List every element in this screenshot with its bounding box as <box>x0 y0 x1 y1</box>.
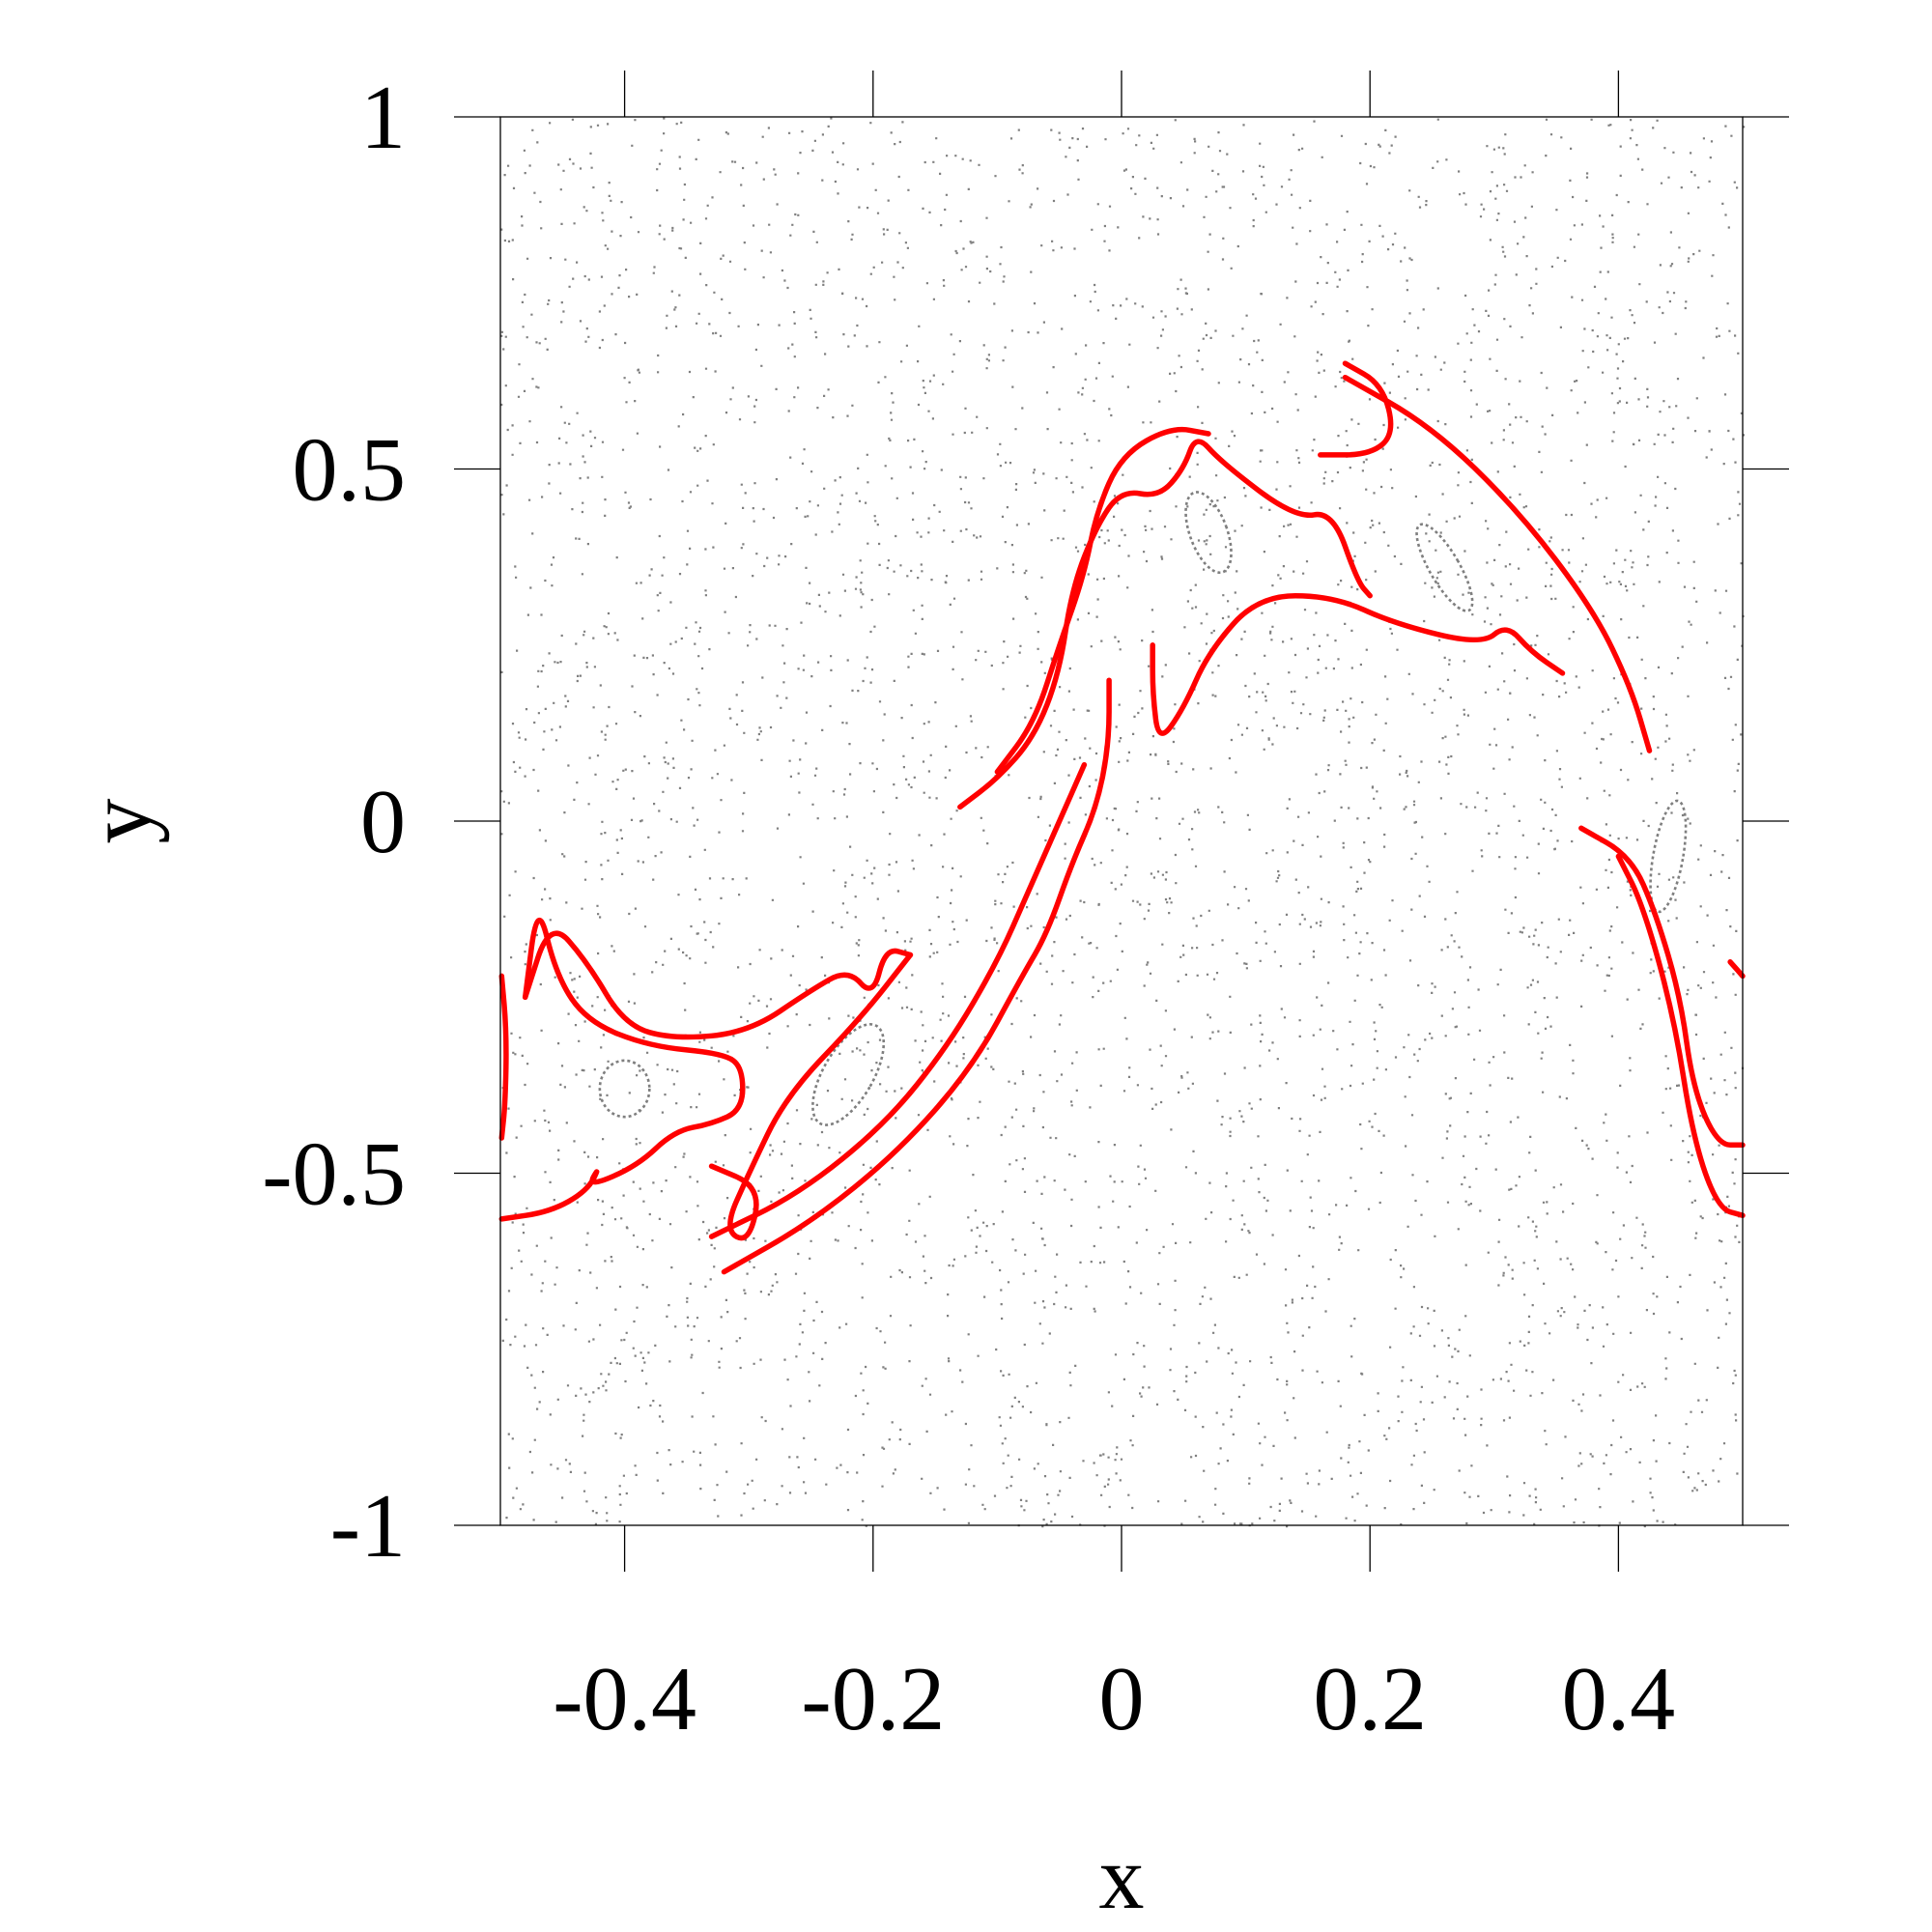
x-tick-label: 0.4 <box>1562 1649 1676 1749</box>
red-orbit-segment <box>994 426 1211 775</box>
y-tick-label: 0.5 <box>293 420 407 521</box>
chaotic-sea-points <box>500 117 1746 1528</box>
red-orbit-segment <box>1150 592 1566 736</box>
red-orbit-segment <box>1727 959 1746 980</box>
x-tick-label: 0 <box>1099 1649 1145 1749</box>
red-orbit-segment <box>522 930 914 1040</box>
chaotic-sea-dots <box>500 117 1746 1528</box>
x-axis-label: x <box>1099 1828 1145 1928</box>
island-orbit <box>598 1059 651 1119</box>
red-orbit-segment <box>498 973 509 1141</box>
highlighted-orbit <box>498 360 1746 1275</box>
x-tick-label: 0.2 <box>1313 1649 1427 1749</box>
red-orbit-segment <box>708 952 914 1241</box>
island-orbit <box>1184 491 1233 575</box>
red-orbit-segment <box>1578 825 1746 1149</box>
plot-frame <box>499 116 1744 1526</box>
red-orbit-segment <box>1318 360 1394 458</box>
x-tick-label: -0.2 <box>801 1649 945 1749</box>
y-tick-label: -1 <box>330 1476 406 1577</box>
red-orbit-segment <box>957 439 1373 810</box>
red-orbit-segment <box>721 677 1112 1275</box>
axis-ticks <box>454 71 1789 1572</box>
island-orbit <box>1649 799 1688 914</box>
regular-islands <box>598 491 1688 1126</box>
red-orbit-segment <box>708 761 1088 1239</box>
red-orbit-segment <box>1342 374 1653 753</box>
axis-tick-labels: -0.4 -0.2 0 0.2 0.4 -1 -0.5 0 0.5 1 <box>262 68 1675 1749</box>
y-axis-label: y <box>70 799 170 844</box>
red-orbit-segment <box>498 917 746 1222</box>
red-orbit-segment <box>1615 853 1746 1218</box>
x-tick-label: -0.4 <box>553 1649 696 1749</box>
y-tick-label: 1 <box>360 68 406 168</box>
y-tick-label: 0 <box>360 772 406 872</box>
island-orbit <box>1415 523 1474 612</box>
island-orbit <box>811 1023 886 1126</box>
y-tick-label: -0.5 <box>262 1124 406 1225</box>
